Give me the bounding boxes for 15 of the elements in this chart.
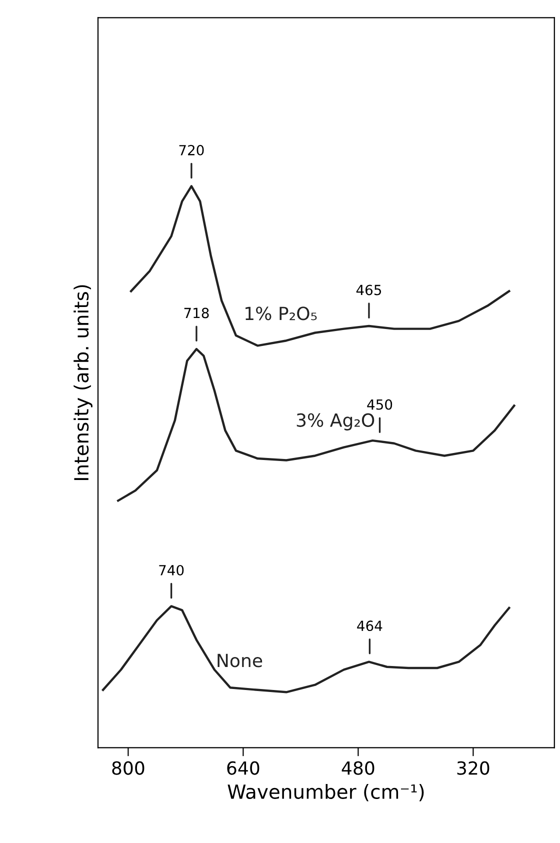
annotation: 740: [159, 564, 184, 576]
x-tick-label: 800: [112, 761, 144, 775]
series-label: None: [218, 654, 262, 668]
legend-label: 3% Ag₂O: [296, 413, 374, 430]
annotation: 450: [367, 399, 392, 410]
x-tick-label: 320: [457, 761, 490, 775]
annotation: 464: [357, 620, 382, 632]
series-label: 1% P₂O₅: [246, 306, 317, 320]
x-tick-label: 640: [227, 761, 260, 775]
x-tick-label: 480: [342, 761, 374, 775]
annotation: 465: [356, 284, 382, 296]
annotation: 718: [184, 308, 209, 318]
x-axis-title: Wavenumber (cm⁻¹): [228, 784, 424, 802]
y-axis-title: Intensity (arb. units): [74, 285, 92, 480]
annotation: 720: [179, 144, 204, 156]
